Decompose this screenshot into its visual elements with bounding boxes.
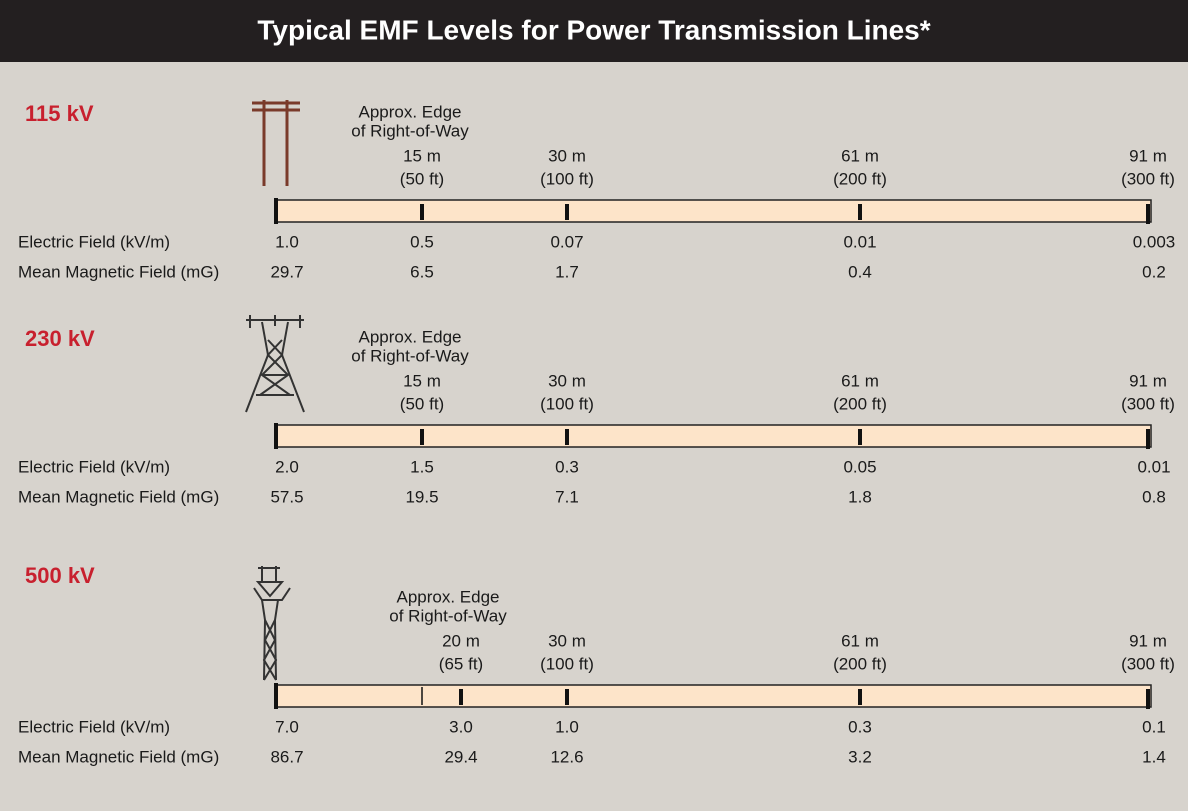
distance-label: 15 m [403,371,441,390]
field-value: 7.1 [555,487,579,506]
row-label: Mean Magnetic Field (mG) [18,262,219,281]
field-value: 0.8 [1142,487,1166,506]
field-value: 0.1 [1142,717,1166,736]
field-value: 0.07 [550,232,583,251]
field-value: 1.0 [555,717,579,736]
distance-label: 30 m [548,371,586,390]
field-value: 1.7 [555,262,579,281]
field-value: 0.01 [1137,457,1170,476]
distance-imperial: (200 ft) [833,169,887,188]
distance-label: 15 m [403,146,441,165]
distance-imperial: (300 ft) [1121,654,1175,673]
distance-imperial: (300 ft) [1121,394,1175,413]
row-label: Electric Field (kV/m) [18,232,170,251]
distance-imperial: (100 ft) [540,394,594,413]
field-value: 29.4 [444,747,477,766]
edge-label: Approx. Edge [358,327,461,346]
row-label: Electric Field (kV/m) [18,457,170,476]
distance-label: 91 m [1129,146,1167,165]
distance-label: 20 m [442,631,480,650]
field-value: 29.7 [270,262,303,281]
edge-label: of Right-of-Way [351,346,469,365]
field-value: 1.0 [275,232,299,251]
voltage-label: 115 kV [25,101,94,126]
field-value: 0.3 [555,457,579,476]
field-value: 0.4 [848,262,872,281]
distance-label: 61 m [841,631,879,650]
distance-imperial: (50 ft) [400,394,444,413]
field-value: 0.3 [848,717,872,736]
field-value: 3.2 [848,747,872,766]
voltage-label: 230 kV [25,326,95,351]
distance-label: 30 m [548,146,586,165]
distance-imperial: (65 ft) [439,654,483,673]
field-value: 12.6 [550,747,583,766]
field-value: 6.5 [410,262,434,281]
tower-icon [253,566,291,681]
row-label: Mean Magnetic Field (mG) [18,747,219,766]
row-label: Electric Field (kV/m) [18,717,170,736]
edge-label: Approx. Edge [358,102,461,121]
row-label: Mean Magnetic Field (mG) [18,487,219,506]
field-value: 1.4 [1142,747,1166,766]
title: Typical EMF Levels for Power Transmissio… [257,14,930,45]
distance-label: 91 m [1129,371,1167,390]
distance-bar [275,424,1152,448]
distance-imperial: (50 ft) [400,169,444,188]
edge-label: Approx. Edge [396,587,499,606]
field-value: 2.0 [275,457,299,476]
field-value: 0.2 [1142,262,1166,281]
distance-imperial: (300 ft) [1121,169,1175,188]
field-value: 1.8 [848,487,872,506]
distance-label: 30 m [548,631,586,650]
distance-imperial: (100 ft) [540,654,594,673]
edge-label: of Right-of-Way [389,606,507,625]
distance-bar [275,684,1152,708]
edge-label: of Right-of-Way [351,121,469,140]
field-value: 19.5 [405,487,438,506]
field-value: 3.0 [449,717,473,736]
field-value: 86.7 [270,747,303,766]
field-value: 0.05 [843,457,876,476]
distance-bar [275,199,1152,223]
field-value: 0.01 [843,232,876,251]
field-value: 57.5 [270,487,303,506]
distance-imperial: (200 ft) [833,394,887,413]
field-value: 1.5 [410,457,434,476]
pole-icon [252,100,300,186]
title-bar [0,0,1188,62]
distance-imperial: (100 ft) [540,169,594,188]
distance-label: 61 m [841,146,879,165]
distance-label: 91 m [1129,631,1167,650]
field-value: 0.5 [410,232,434,251]
voltage-label: 500 kV [25,563,95,588]
field-value: 7.0 [275,717,299,736]
distance-imperial: (200 ft) [833,654,887,673]
tower-icon [245,315,305,413]
field-value: 0.003 [1133,232,1176,251]
distance-label: 61 m [841,371,879,390]
